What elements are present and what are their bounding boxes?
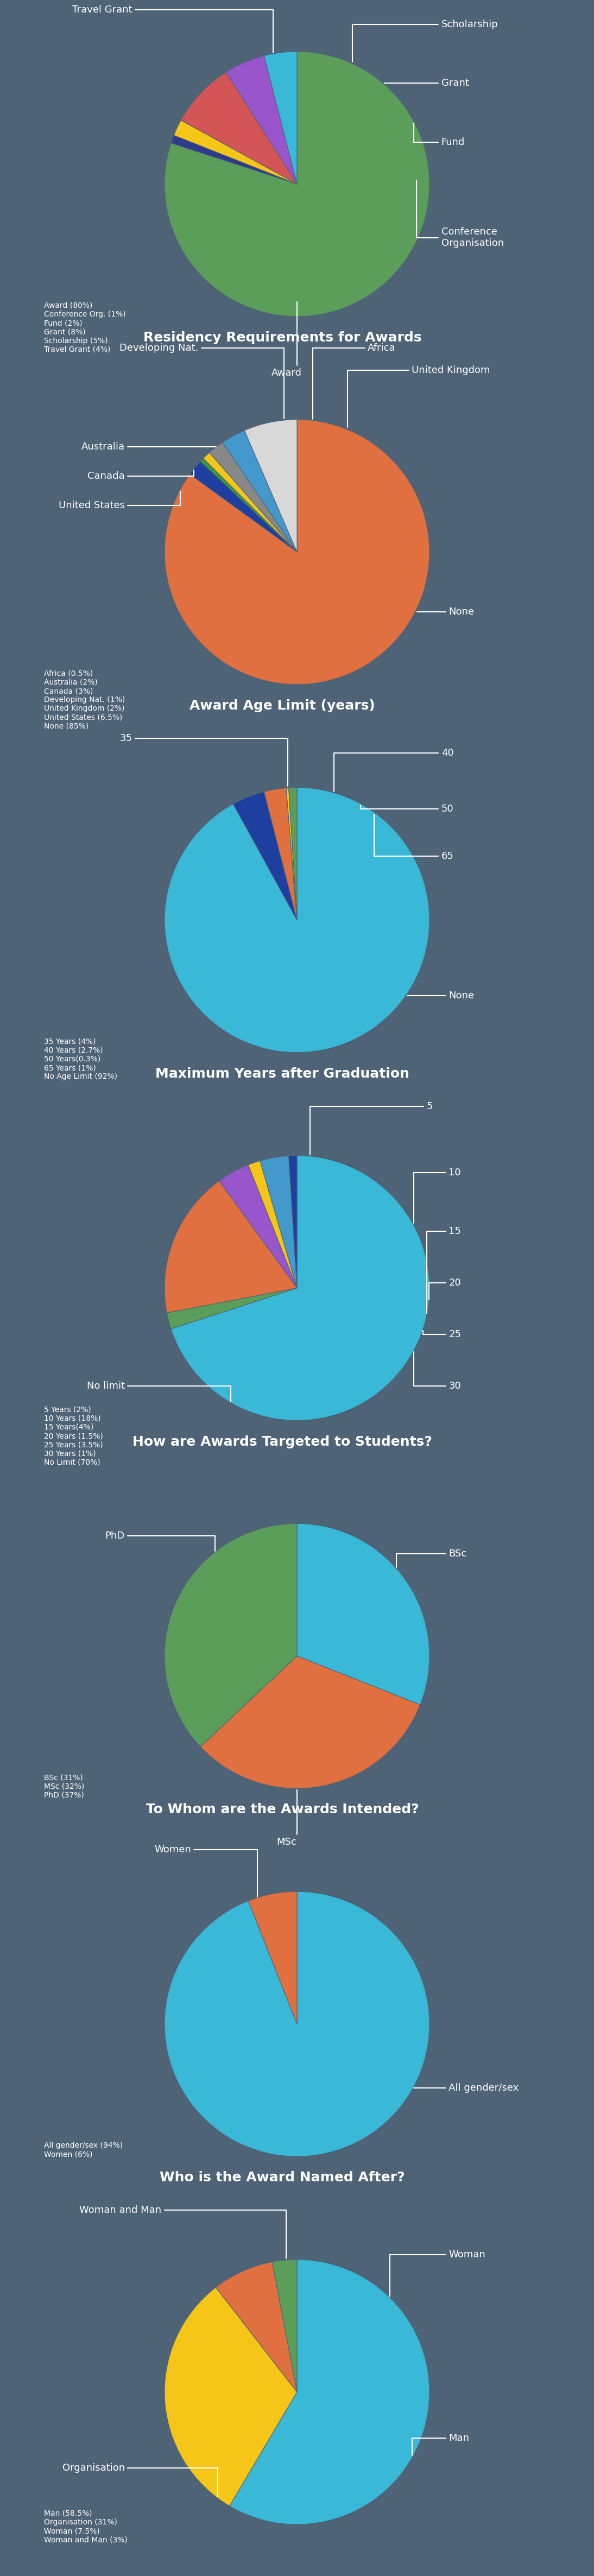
Text: 5 Years (2%)
10 Years (18%)
15 Years(4%)
20 Years (1.5%)
25 Years (3.5%)
30 Year: 5 Years (2%) 10 Years (18%) 15 Years(4%)… [44,1406,103,1466]
Text: Woman: Woman [390,2249,485,2295]
Text: Residency Requirements for Awards: Residency Requirements for Awards [143,332,422,345]
Text: BSc: BSc [396,1548,467,1566]
Wedge shape [248,1162,297,1288]
Text: BSc (31%)
MSc (32%)
PhD (37%): BSc (31%) MSc (32%) PhD (37%) [44,1775,84,1798]
Wedge shape [244,420,297,551]
Text: Award (80%)
Conference Org. (1%)
Fund (2%)
Grant (8%)
Scholarship (5%)
Travel Gr: Award (80%) Conference Org. (1%) Fund (2… [44,301,125,353]
Text: 20: 20 [429,1278,461,1301]
Text: No limit: No limit [87,1381,230,1401]
Text: 25: 25 [423,1329,461,1340]
Text: Organisation: Organisation [62,2463,217,2496]
Text: PhD: PhD [105,1530,215,1551]
Wedge shape [233,791,297,920]
Text: MSc: MSc [277,1790,297,1847]
Text: Man: Man [412,2434,469,2455]
Wedge shape [167,1288,297,1329]
Wedge shape [216,2262,297,2393]
Wedge shape [165,420,429,685]
Wedge shape [165,2287,297,2506]
Text: 30: 30 [413,1352,461,1391]
Text: 35: 35 [119,734,287,786]
Text: Developing Nat.: Developing Nat. [119,343,284,420]
Text: United States: United States [59,492,181,510]
Wedge shape [289,788,297,920]
Wedge shape [174,121,297,183]
Wedge shape [200,459,297,551]
Wedge shape [171,134,297,183]
Text: 35 Years (4%)
40 Years (2.7%)
50 Years(0.3%)
65 Years (1%)
No Age Limit (92%): 35 Years (4%) 40 Years (2.7%) 50 Years(0… [44,1038,117,1079]
Text: 15: 15 [427,1226,461,1314]
Wedge shape [209,443,297,551]
Text: To Whom are the Awards Intended?: To Whom are the Awards Intended? [146,1803,419,1816]
Wedge shape [165,1180,297,1314]
Text: Travel Grant: Travel Grant [72,5,273,52]
Text: All gender/sex (94%)
Women (6%): All gender/sex (94%) Women (6%) [44,2141,122,2159]
Text: Scholarship: Scholarship [353,21,498,62]
Text: All gender/sex: All gender/sex [413,2084,519,2092]
Text: United Kingdom: United Kingdom [347,366,490,428]
Wedge shape [165,1522,297,1747]
Text: Australia: Australia [81,443,216,451]
Wedge shape [248,1891,297,2025]
Wedge shape [200,1656,420,1788]
Text: How are Awards Targeted to Students?: How are Awards Targeted to Students? [132,1435,432,1448]
Text: 50: 50 [361,804,454,814]
Wedge shape [181,72,297,183]
Wedge shape [264,788,297,920]
Wedge shape [190,461,297,551]
Wedge shape [165,52,429,317]
Text: Grant: Grant [385,77,469,88]
Wedge shape [297,1522,429,1705]
Text: 65: 65 [374,814,454,860]
Text: Award: Award [271,301,302,379]
Wedge shape [165,1891,429,2156]
Wedge shape [165,788,429,1054]
Text: Who is the Award Named After?: Who is the Award Named After? [160,2172,405,2184]
Wedge shape [219,1164,297,1288]
Text: Canada: Canada [87,469,194,482]
Text: 40: 40 [334,747,454,791]
Wedge shape [286,788,297,920]
Text: Africa (0.5%)
Australia (2%)
Canada (3%)
Developing Nat. (1%)
United Kingdom (2%: Africa (0.5%) Australia (2%) Canada (3%)… [44,670,125,729]
Wedge shape [203,453,297,551]
Wedge shape [229,2259,429,2524]
Text: Maximum Years after Graduation: Maximum Years after Graduation [155,1066,409,1079]
Text: Conference
Organisation: Conference Organisation [416,180,504,247]
Text: Women: Women [154,1844,257,1896]
Text: 10: 10 [413,1167,461,1224]
Text: Fund: Fund [413,124,465,147]
Text: 5: 5 [310,1103,433,1154]
Text: None: None [407,992,474,999]
Wedge shape [171,1157,429,1419]
Wedge shape [260,1157,297,1288]
Wedge shape [289,1157,297,1288]
Wedge shape [272,2259,297,2393]
Wedge shape [223,430,297,551]
Text: Woman and Man: Woman and Man [80,2205,286,2259]
Text: Africa: Africa [313,343,396,420]
Wedge shape [264,52,297,183]
Text: Award Age Limit (years): Award Age Limit (years) [189,698,375,711]
Text: None: None [417,608,474,616]
Text: Man (58.5%)
Organisation (31%)
Woman (7.5%)
Woman and Man (3%): Man (58.5%) Organisation (31%) Woman (7.… [44,2509,127,2543]
Wedge shape [226,57,297,183]
